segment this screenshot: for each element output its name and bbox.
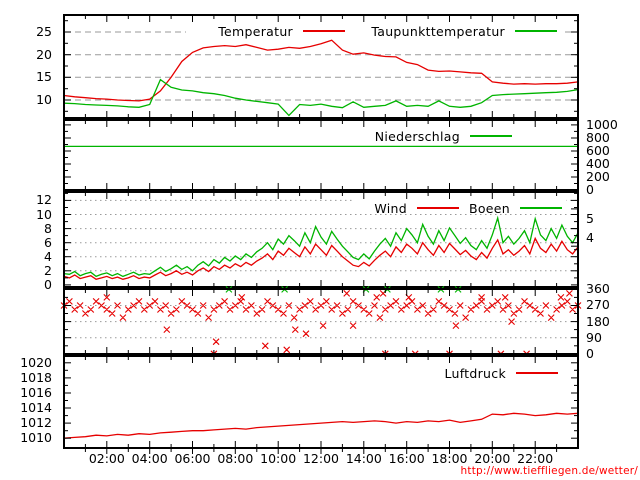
precipitation-frame <box>63 119 579 191</box>
footer-url-link[interactable]: http://www.tieffliegen.de/wetter/ <box>460 465 638 477</box>
x-tick-label: 06:00 <box>174 451 211 466</box>
direction-y-tick-label: 180 <box>586 313 610 329</box>
precipitation-y-tick-label: 1000 <box>586 116 618 132</box>
pressure-y-tick-label: 1016 <box>20 384 52 400</box>
pressure-y-tick-label: 1018 <box>20 369 52 385</box>
wind-y-tick-label: 8 <box>44 220 52 236</box>
x-tick-label: 02:00 <box>88 451 125 466</box>
x-tick-label: 20:00 <box>474 451 511 466</box>
legend-boeen: Boeen <box>468 200 562 216</box>
wind-y-tick-label: 4 <box>44 248 52 264</box>
precipitation-y-tick-label: 600 <box>586 142 610 158</box>
legend-wind: Wind <box>374 200 459 216</box>
direction-y-tick-label: 360 <box>586 281 610 297</box>
x-tick-label: 16:00 <box>388 451 425 466</box>
temperature-y-tick-label: 15 <box>36 69 52 85</box>
x-tick-label: 12:00 <box>302 451 340 466</box>
x-tick-label: 18:00 <box>431 451 468 466</box>
series-line-taupunkttemperatur <box>63 78 579 117</box>
legend-wind-label: Wind <box>374 200 407 216</box>
series-line-luftdruck <box>63 412 579 439</box>
x-tick-label: 10:00 <box>260 451 297 466</box>
legend-taupunkttemperatur-line-sample <box>515 30 557 32</box>
x-tick-label: 04:00 <box>131 451 168 466</box>
precipitation-y-tick-label: 400 <box>586 155 610 171</box>
temperature-y-tick-label: 20 <box>36 46 52 62</box>
legend-taupunkttemperatur: Taupunkttemperatur <box>371 23 557 39</box>
wind-y-tick-label: 0 <box>44 276 52 292</box>
pressure-frame <box>63 355 579 449</box>
wind-y-tick-label: 6 <box>44 234 52 250</box>
direction-y-tick-label: 90 <box>586 329 602 345</box>
legend-boeen-label: Boeen <box>468 200 510 216</box>
legend-boeen-line-sample <box>520 207 562 209</box>
x-tick-label: 08:00 <box>217 451 254 466</box>
pressure-y-tick-label: 1020 <box>20 354 52 370</box>
direction-frame <box>63 288 579 355</box>
temperature-y-tick-label: 10 <box>36 92 52 107</box>
precipitation-y-tick-label: 0 <box>586 182 594 197</box>
pressure-y-tick-label: 1014 <box>20 400 52 416</box>
wind-y-tick-label: 5 <box>586 211 594 227</box>
legend-temperatur-line-sample <box>303 30 345 32</box>
precipitation-y-tick-label: 800 <box>586 129 610 145</box>
legend-temperatur: Temperatur <box>218 23 345 39</box>
direction-y-tick-label: 270 <box>586 297 610 313</box>
wind-legend-backing <box>352 199 566 212</box>
temperature-frame <box>63 14 579 119</box>
legend-niederschlag: Niederschlag <box>374 128 512 144</box>
series-line-wind <box>63 236 579 281</box>
wind-y-tick-label: 2 <box>44 262 52 278</box>
wind-frame <box>63 191 579 288</box>
temperature-legend-backing <box>186 23 562 39</box>
x-tick-label: 14:00 <box>345 451 382 466</box>
wind-y-tick-label: 4 <box>586 229 594 245</box>
x-tick-label: 22:00 <box>517 451 554 466</box>
direction-y-tick-label: 0 <box>586 345 594 361</box>
wind-y-tick-label: 10 <box>36 206 52 222</box>
legend-niederschlag-line-sample <box>470 135 512 137</box>
legend-luftdruck-line-sample <box>516 372 558 374</box>
temperature-y-tick-label: 25 <box>36 24 52 39</box>
series-line-boeen <box>63 215 579 278</box>
legend-temperatur-label: Temperatur <box>218 23 293 39</box>
pressure-y-tick-label: 1010 <box>20 430 52 446</box>
legend-taupunkttemperatur-label: Taupunkttemperatur <box>371 23 505 39</box>
legend-luftdruck: Luftdruck <box>444 365 558 381</box>
legend-niederschlag-label: Niederschlag <box>374 128 460 144</box>
legend-wind-line-sample <box>417 207 459 209</box>
pressure-y-tick-label: 1012 <box>20 415 52 431</box>
precipitation-y-tick-label: 200 <box>586 168 610 184</box>
legend-luftdruck-label: Luftdruck <box>444 365 506 381</box>
wind-y-tick-label: 12 <box>36 192 52 208</box>
series-line-temperatur <box>63 39 579 102</box>
